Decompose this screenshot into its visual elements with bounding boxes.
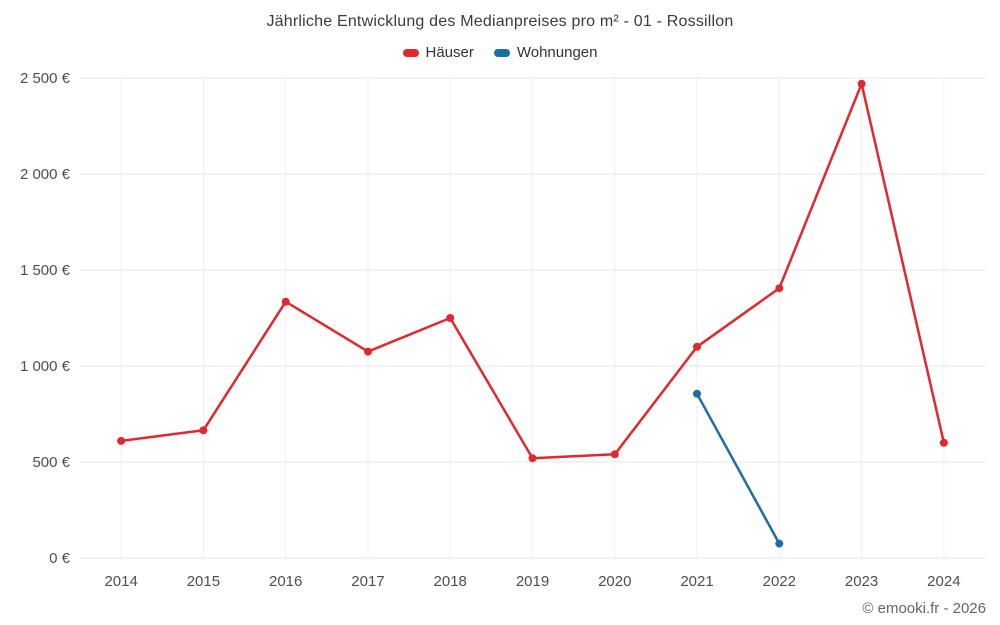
x-axis-tick-label: 2021: [680, 573, 713, 590]
series-line-wohnungen: [695, 392, 781, 545]
data-point-marker: [693, 389, 701, 398]
x-axis-tick-label: 2014: [104, 573, 137, 590]
legend-swatch-icon: [493, 48, 510, 57]
data-point-marker: [939, 438, 948, 447]
legend-item-h-user[interactable]: Häuser: [402, 44, 474, 61]
data-point-marker: [199, 426, 208, 435]
legend-item-wohnungen[interactable]: Wohnungen: [493, 44, 598, 61]
data-point-marker: [281, 297, 290, 306]
legend-swatch-icon: [402, 48, 419, 57]
data-point-marker: [857, 79, 866, 88]
data-point-marker: [117, 436, 126, 445]
legend-label: Wohnungen: [516, 44, 598, 61]
x-axis-tick-label: 2023: [845, 573, 878, 590]
data-point-marker: [775, 539, 784, 548]
line-chart: 2014 2015 2016 2017 2018 2019 2020 2021 2022 2023…: [20, 70, 985, 590]
x-axis-tick-label: 2022: [763, 573, 796, 590]
legend-label: Häuser: [425, 44, 474, 61]
chart-legend: Häuser Wohnungen: [0, 44, 1000, 61]
data-point-marker: [446, 314, 455, 322]
copyright-credit: © emooki.fr - 2026: [862, 600, 986, 617]
x-axis-tick-label: 2019: [516, 573, 549, 590]
data-point-marker: [693, 342, 701, 351]
chart-title: Jährliche Entwicklung des Medianpreises …: [266, 13, 734, 30]
data-point-marker: [364, 347, 372, 356]
data-point-marker: [528, 454, 537, 463]
data-point-marker: [610, 450, 619, 459]
x-axis-tick-label: 2024: [927, 573, 960, 590]
x-axis-tick-label: 2015: [187, 573, 220, 590]
x-axis-tick-label: 2017: [351, 573, 384, 590]
y-axis-tick-label: 1 000 €: [20, 358, 71, 375]
y-axis-tick-label: 500 €: [32, 454, 70, 471]
x-axis-tick-label: 2020: [598, 573, 631, 590]
y-axis-tick-label: 0 €: [49, 550, 71, 567]
x-axis-tick-label: 2016: [269, 573, 302, 590]
y-axis-tick-label: 1 500 €: [20, 262, 71, 279]
data-point-marker: [775, 284, 784, 293]
x-axis-tick-label: 2018: [434, 573, 467, 590]
y-axis-tick-label: 2 000 €: [20, 166, 71, 183]
y-axis-tick-label: 2 500 €: [20, 70, 71, 87]
